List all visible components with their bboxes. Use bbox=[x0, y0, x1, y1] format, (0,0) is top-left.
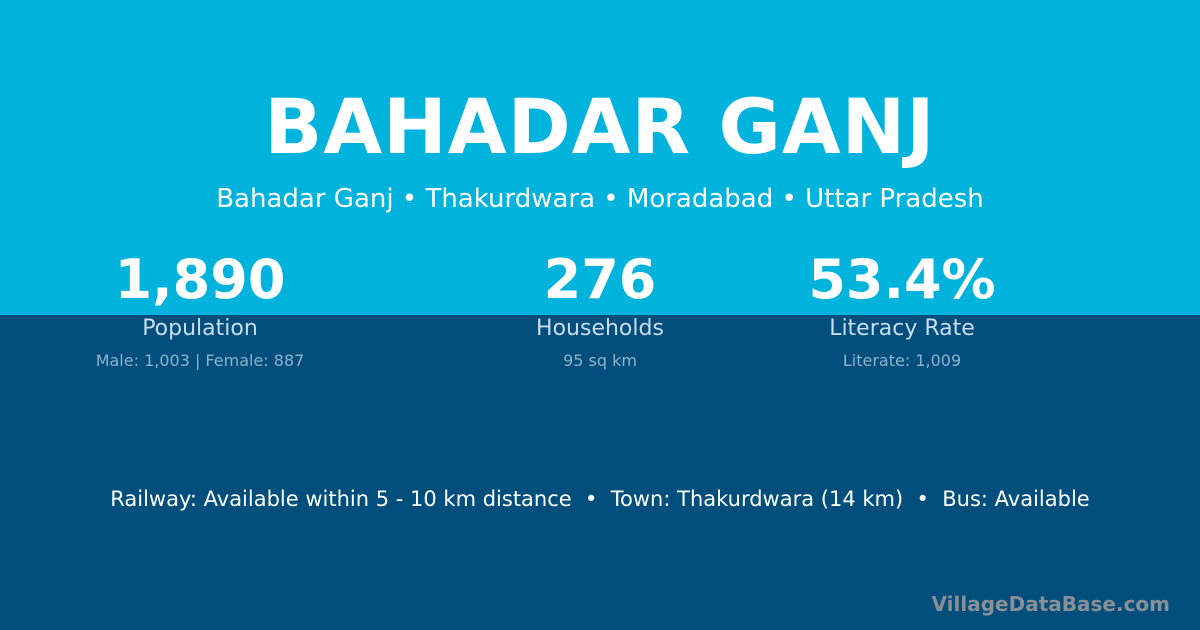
stat-label: Population bbox=[142, 316, 258, 341]
stat-detail: Literate: 1,009 bbox=[842, 351, 962, 370]
connectivity-info: Railway: Available within 5 - 10 km dist… bbox=[110, 487, 1090, 511]
stat-label: Literacy Rate bbox=[829, 316, 975, 341]
breadcrumb: Bahadar Ganj • Thakurdwara • Moradabad •… bbox=[216, 184, 984, 214]
stat-households: 276 Households 95 sq km bbox=[400, 248, 800, 371]
page-title: BAHADAR GANJ bbox=[264, 82, 936, 171]
brand-logo: VillageDataBase.com bbox=[931, 592, 1170, 616]
stat-literacy: 53.4% Literacy Rate Literate: 1,009 bbox=[702, 248, 1102, 371]
stat-value: 53.4% bbox=[808, 248, 996, 311]
stat-value: 1,890 bbox=[114, 248, 286, 311]
stat-value: 276 bbox=[543, 248, 657, 311]
stat-label: Households bbox=[536, 316, 664, 341]
stat-detail: Male: 1,003 | Female: 887 bbox=[95, 351, 305, 370]
header-band bbox=[0, 0, 1200, 315]
stat-detail: 95 sq km bbox=[563, 351, 637, 370]
stat-population: 1,890 Population Male: 1,003 | Female: 8… bbox=[0, 248, 400, 371]
